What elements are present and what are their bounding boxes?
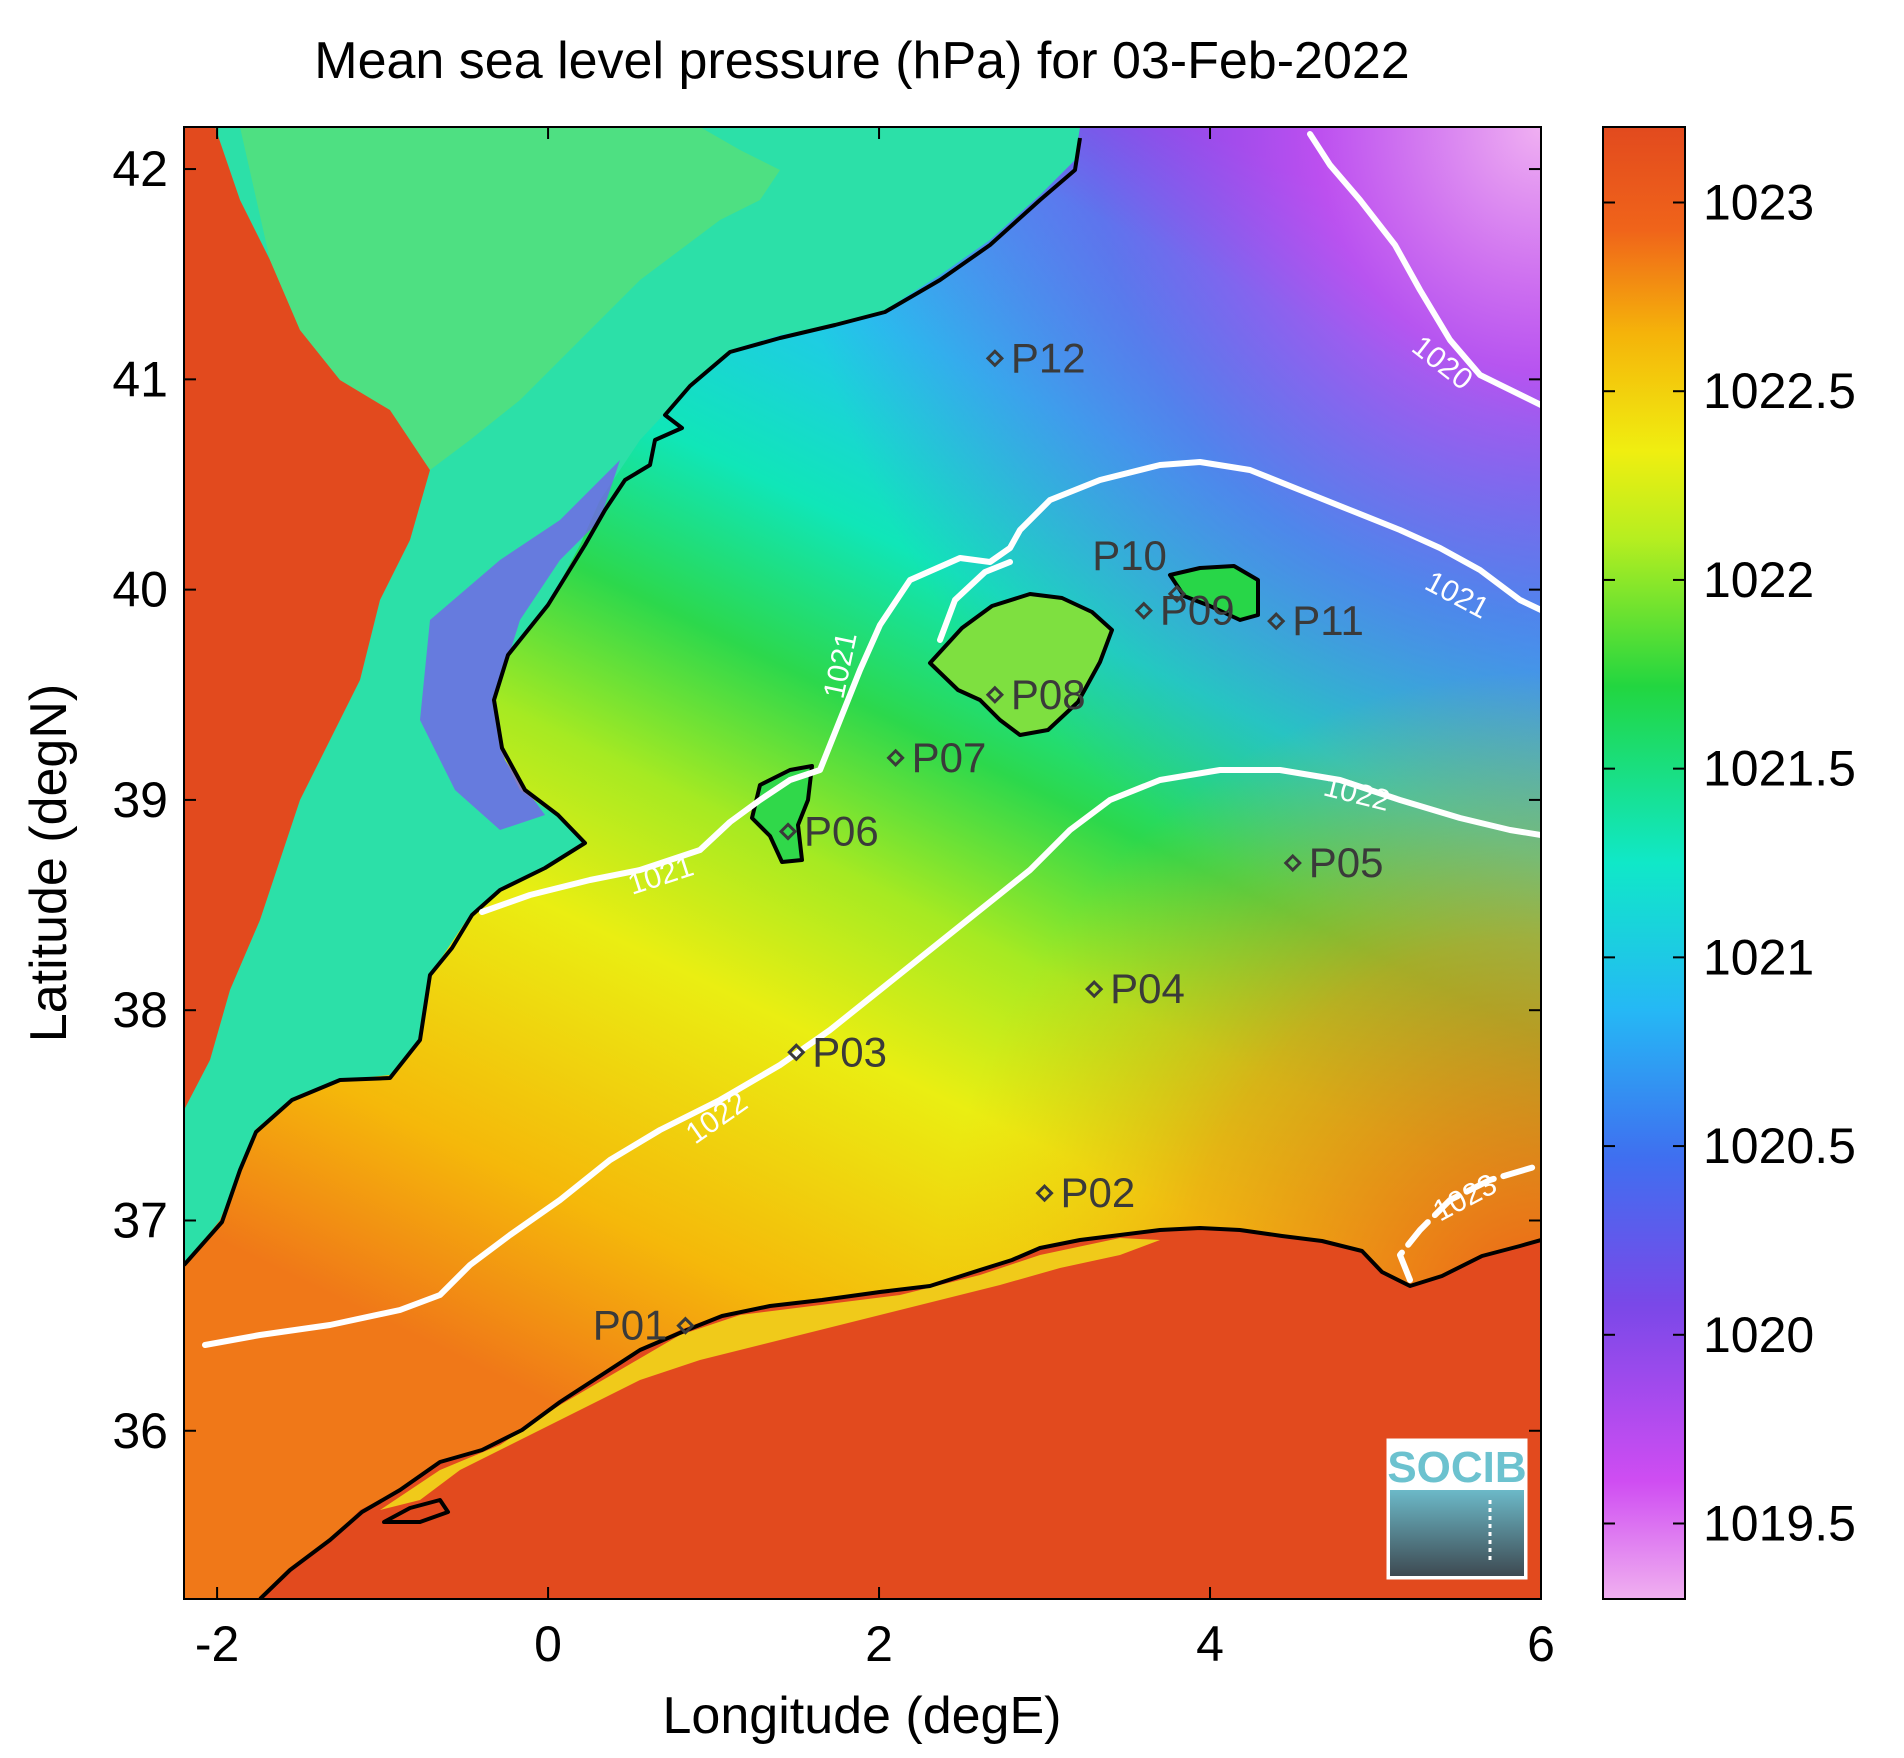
station-marker-icon [787,1043,806,1062]
coastline-north-africa [258,1226,1541,1599]
coastline-mallorca [928,592,1114,737]
logo-text: SOCIB [1387,1443,1526,1492]
station-marker-icon [676,1316,695,1335]
colorbar-ticks: 1019.5 1020 1020.5 1021 1021.5 1022 1022.5 1023 [1603,174,1856,1552]
colorbar-tick-label: 1020 [1703,1307,1814,1363]
station-p08: P08 [985,671,1086,718]
land-mallorca [930,592,1110,735]
contour-1022 [202,767,1541,1348]
station-label: P04 [1110,965,1185,1012]
station-label: P06 [804,807,879,854]
station-p12: P12 [985,334,1086,381]
station-marker-icon [1085,980,1104,999]
station-p04: P04 [1085,965,1185,1012]
station-marker-icon [886,748,905,767]
contour-1021 [479,459,1541,915]
land-interior-blue [420,460,620,830]
coastline-alboran [382,1498,450,1524]
pressure-contours [202,131,1541,1348]
colorbar-ramp [1602,126,1686,1600]
contour-1020 [1307,131,1541,408]
station-p03: P03 [787,1028,887,1075]
contour-1023 [1397,1162,1541,1283]
station-p11: P11 [1267,597,1364,644]
station-marker-icon [1167,584,1187,603]
y-tick-label: 40 [112,562,168,618]
station-label: P11 [1292,597,1364,644]
station-marker-icon [985,349,1005,368]
coastline-iberia [184,137,1082,1267]
x-tick-label: 2 [865,1616,893,1672]
y-tick-label: 36 [112,1403,168,1459]
colorbar-tick-label: 1022.5 [1703,363,1856,419]
colorbar-tick-label: 1019.5 [1703,1496,1856,1552]
logo-image [1390,1490,1524,1576]
station-label: P02 [1061,1169,1136,1216]
station-marker-icon [985,685,1005,704]
colorbar-tick-label: 1023 [1703,174,1814,230]
station-p07: P07 [886,734,987,781]
station-marker-icon [1035,1184,1054,1203]
x-tick-label: 6 [1527,1616,1555,1672]
station-label: P05 [1309,839,1384,886]
station-label: P01 [593,1302,668,1349]
colorbar-tick-label: 1021 [1703,929,1814,985]
station-label: P12 [1011,334,1086,381]
station-marker-icon [1267,612,1286,631]
x-tick-label: 0 [534,1616,562,1672]
colorbar: 1019.5 1020 1020.5 1021 1021.5 1022 1022.5 1023 [1602,126,1856,1600]
y-axis: 36 37 38 39 40 41 42 [112,141,1541,1459]
station-p06: P06 [778,807,879,854]
plot-area: 1020 1021 1021 1021 1022 1022 1023 P01P0… [184,127,1541,1599]
x-tick-label: -2 [195,1616,239,1672]
x-axis-title: Longitude (degE) [663,1687,1062,1745]
station-label: P08 [1011,671,1086,718]
y-tick-label: 42 [112,141,168,197]
station-label: P03 [812,1028,887,1075]
station-p10: P10 [1092,532,1187,603]
station-marker-icon [1134,601,1153,620]
colorbar-tick-label: 1022 [1703,552,1814,608]
y-tick-label: 39 [112,772,168,828]
station-p05: P05 [1283,839,1384,886]
colorbar-tick-label: 1020.5 [1703,1118,1856,1174]
socib-logo: SOCIB [1386,1438,1528,1580]
coastline-menorca [1168,564,1260,622]
station-marker-icon [778,822,798,841]
land-north-africa [184,1228,1541,1599]
land-highlands [184,127,430,1110]
station-p02: P02 [1035,1169,1136,1216]
y-tick-label: 38 [112,982,168,1038]
land-menorca [1170,566,1260,620]
station-p01: P01 [593,1302,695,1349]
y-axis-title: Latitude (degN) [20,684,78,1042]
plot-frame [183,126,1542,1600]
land-ibiza [752,765,812,862]
x-axis: -2 0 2 4 6 [195,127,1555,1672]
y-tick-label: 41 [112,351,168,407]
coastlines [184,137,1541,1599]
station-marker-icon [1283,853,1302,873]
x-tick-label: 4 [1196,1616,1224,1672]
colorbar-tick-label: 1021.5 [1703,741,1856,797]
chart-title: Mean sea level pressure (hPa) for 03-Feb… [314,32,1409,90]
y-tick-label: 37 [112,1192,168,1248]
coastline-ibiza [750,764,814,864]
land-north-green [240,127,780,470]
station-label: P07 [912,734,987,781]
station-label: P10 [1092,532,1167,579]
